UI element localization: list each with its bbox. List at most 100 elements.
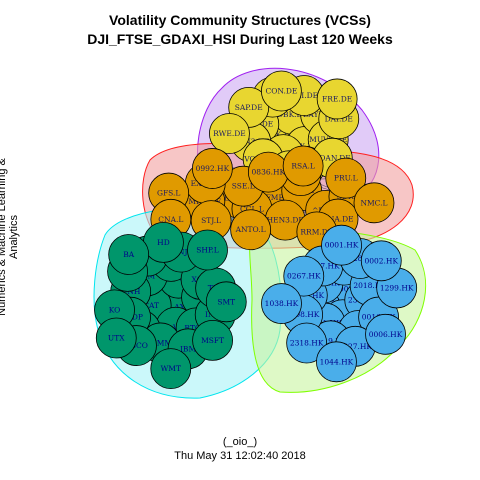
node-label: 1398.HK <box>286 310 320 319</box>
graph-node-green: SHP.L <box>187 229 228 271</box>
node-circle <box>108 234 150 275</box>
node-circle <box>261 283 302 324</box>
graph-node-yellow: CON.DE <box>260 70 302 112</box>
graph-node-green: MSFT <box>192 319 233 361</box>
graph-node-orange: 0836.HK <box>247 151 289 193</box>
graph-node-blue: 1044.HK <box>316 341 357 383</box>
node-label: 0992.HK <box>196 164 230 173</box>
node-circle <box>150 348 192 389</box>
graph-node-blue: 0006.HK <box>365 313 406 355</box>
node-label: AXP <box>173 302 190 311</box>
node-label: 0006.HK <box>369 330 403 339</box>
node-label: ANTO.L <box>235 225 266 234</box>
node-label: HEN3.DE <box>232 137 269 146</box>
node-label: DBK.DE <box>277 110 308 119</box>
node-label: GFS.L <box>157 189 180 198</box>
graph-node-green: WMT <box>150 348 192 389</box>
node-circle <box>230 209 272 251</box>
node-label: 1044.HK <box>320 357 354 366</box>
node-label: 2319.HK <box>314 336 348 345</box>
node-label: UNH <box>121 287 141 296</box>
node-label: WMT <box>161 364 181 373</box>
graph-node-green: UTX <box>95 317 137 359</box>
node-label: KO <box>109 305 121 314</box>
node-circle <box>360 240 402 282</box>
node-label: 1299.HK <box>380 283 414 292</box>
graph-node-blue: 0002.HK <box>360 240 402 282</box>
node-circle <box>325 157 367 199</box>
graph-node-yellow: FRE.DE <box>316 78 358 120</box>
node-label: 0002.HK <box>364 256 398 265</box>
node-label: 0001.HK <box>325 241 359 250</box>
node-label: IBM <box>180 344 196 353</box>
chart-title-line2: DJI_FTSE_GDAXI_HSI During Last 120 Weeks <box>87 31 393 47</box>
node-label: FME.DE <box>266 193 298 202</box>
node-circle <box>283 255 325 297</box>
node-circle <box>282 145 324 187</box>
node-label: V <box>172 323 179 332</box>
node-label: SAP.DE <box>235 103 263 112</box>
node-label: FRE.DE <box>322 94 352 103</box>
node-label: PRU.L <box>334 174 358 183</box>
node-label: RRM.DE <box>300 227 333 236</box>
chart-title-line1: Volatility Community Structures (VCSs) <box>109 12 371 28</box>
node-circle <box>353 182 395 224</box>
node-label: STJ.L <box>201 216 221 225</box>
node-label: VNA.DE <box>321 215 353 224</box>
node-label: 0017.HK <box>306 261 340 270</box>
graph-node-orange: NMC.L <box>353 182 395 224</box>
node-label: 2318.HK <box>290 338 324 347</box>
node-label: EOAN.DE <box>314 154 351 163</box>
node-label: CAT <box>143 301 159 310</box>
graph-node-blue: 0001.HK <box>321 224 362 266</box>
node-label: 2628.HK <box>343 254 377 263</box>
graph-node-yellow: RWE.DE <box>209 113 250 154</box>
node-label: SMT <box>217 297 235 306</box>
graph-node-orange: ANTO.L <box>230 209 272 251</box>
node-circle <box>286 322 328 364</box>
node-circle <box>187 229 228 271</box>
node-label: 0267.HK <box>287 272 321 281</box>
node-label: 0027.HK <box>338 342 372 351</box>
node-label: NMC.L <box>360 198 387 207</box>
node-label: BEI.DE <box>290 91 318 100</box>
graph-node-blue: 0267.HK <box>283 255 325 297</box>
graph-node-orange: 0992.HK <box>192 148 233 189</box>
node-layer: LHA.DECBK.DEDBK.DEIFX.DEHEI.DEBAYN.DEDB1… <box>94 70 418 389</box>
node-label: 2018.HK <box>353 281 387 290</box>
node-circle <box>205 281 247 323</box>
node-label: HD <box>157 238 170 247</box>
node-label: BA <box>123 250 135 259</box>
node-label: 0836.HK <box>252 168 286 177</box>
footer-date: Thu May 31 12:02:40 2018 <box>174 450 306 462</box>
node-label: 1038.HK <box>265 299 299 308</box>
node-circle <box>316 78 358 120</box>
node-label: CCL.L <box>240 204 264 213</box>
node-label: UTX <box>108 333 125 342</box>
node-label: CSCO <box>125 341 148 350</box>
node-circle <box>95 317 137 359</box>
footer-signature: (_oio_) <box>222 436 258 448</box>
node-label: MSFT <box>201 336 224 345</box>
node-label: RWE.DE <box>213 129 246 138</box>
node-label: RTO.L <box>184 323 208 332</box>
graph-node-green: SMT <box>205 281 247 323</box>
node-label: SSE.L <box>232 182 255 191</box>
node-label: MMM <box>149 338 172 347</box>
node-label: CNA.L <box>158 215 183 224</box>
node-circle <box>192 148 233 189</box>
graph-node-blue: 2318.HK <box>286 322 328 364</box>
node-label: CON.DE <box>265 86 297 95</box>
node-circle <box>316 341 357 383</box>
node-label: HEN3.DE <box>267 216 304 225</box>
graph-node-orange: PRU.L <box>325 157 367 199</box>
node-label: SHP.L <box>196 245 219 254</box>
node-label: RSA.L <box>291 162 315 171</box>
graph-node-green: BA <box>108 234 150 275</box>
graph-node-green: HD <box>143 222 184 263</box>
graph-node-orange: RSA.L <box>282 145 324 187</box>
node-circle <box>192 319 233 361</box>
node-circle <box>209 113 250 154</box>
node-circle <box>365 313 406 355</box>
